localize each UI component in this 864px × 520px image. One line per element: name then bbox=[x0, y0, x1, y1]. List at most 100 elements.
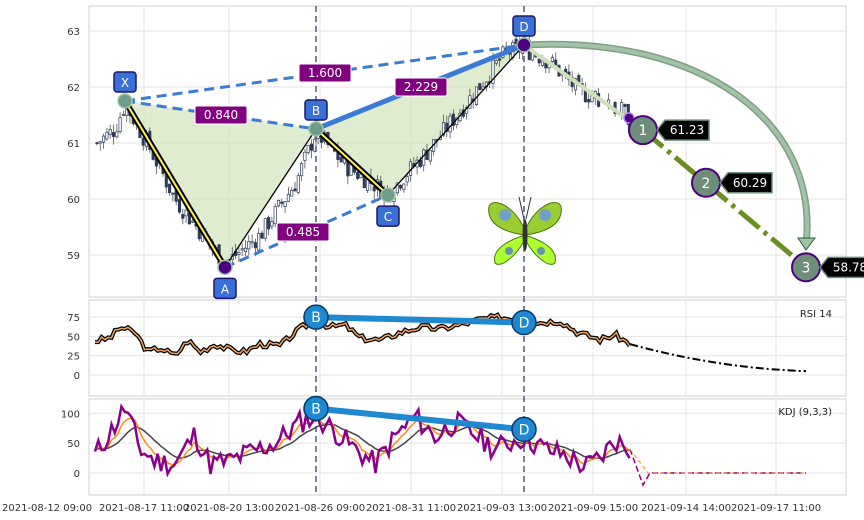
candle-body bbox=[428, 149, 432, 162]
y-tick-label: 63 bbox=[67, 27, 80, 38]
kdj-divergence-label-D: D bbox=[519, 422, 530, 438]
candle-body bbox=[441, 122, 446, 136]
target-value-box-1 bbox=[656, 119, 710, 141]
candle-body bbox=[309, 143, 314, 151]
point-dot-A bbox=[217, 259, 233, 276]
x-tick-labels: 2021-08-12 09:00 2021-08-17 11:002021-08-… bbox=[2, 503, 821, 514]
candle-body bbox=[253, 242, 257, 249]
target-number-3: 3 bbox=[802, 260, 811, 276]
candle-body bbox=[300, 163, 304, 177]
x-tick-label: 2021-08-31 11:00 bbox=[366, 503, 456, 514]
point-label-B: B bbox=[312, 104, 320, 118]
kdj-divergence-line bbox=[315, 405, 525, 433]
candle-body bbox=[115, 131, 119, 138]
candle-body bbox=[445, 122, 449, 132]
candle-body bbox=[405, 176, 409, 183]
candle-body bbox=[118, 117, 122, 132]
projection-arc-fill bbox=[523, 42, 810, 246]
candle-body bbox=[260, 232, 264, 239]
rsi-divergence-marker-D bbox=[511, 309, 537, 336]
candle-body bbox=[478, 83, 482, 91]
candle-body bbox=[313, 138, 317, 152]
candle-body bbox=[296, 175, 300, 193]
candle-body bbox=[237, 251, 241, 255]
candle-body bbox=[448, 115, 452, 133]
candle-body bbox=[111, 132, 116, 137]
candle-body bbox=[494, 60, 498, 64]
candle-body bbox=[273, 206, 277, 225]
projection-arrowhead bbox=[797, 237, 816, 251]
target-value-3: 58.78 bbox=[833, 260, 864, 274]
candle-body bbox=[293, 188, 297, 192]
point-label-box-B bbox=[304, 99, 328, 121]
point-label-box-A bbox=[213, 277, 237, 300]
candle-body bbox=[425, 149, 429, 160]
kdj-projection-j bbox=[629, 448, 806, 487]
ratio-label-box bbox=[194, 105, 248, 125]
y-tick-label: 100 bbox=[61, 409, 80, 420]
candle-body bbox=[184, 209, 188, 217]
candle-body bbox=[306, 145, 310, 154]
y-tick-label: 61 bbox=[67, 139, 80, 150]
kdj-j-line bbox=[93, 403, 631, 478]
ratio-label: 1.600 bbox=[308, 66, 342, 80]
candle-body bbox=[399, 184, 403, 189]
x-tick-label: 2021-08-12 09:00 bbox=[2, 503, 92, 514]
candle-body bbox=[372, 186, 376, 192]
candle-body bbox=[240, 248, 244, 251]
x-tick-label: 2021-09-17 11:00 bbox=[731, 503, 821, 514]
candle-body bbox=[141, 137, 145, 146]
candle-body bbox=[247, 241, 251, 250]
y-tick-label: 0 bbox=[74, 469, 80, 480]
projection-line-1 bbox=[522, 43, 645, 132]
candle-body bbox=[540, 60, 545, 66]
candle-body bbox=[270, 221, 274, 227]
candle-body bbox=[267, 217, 271, 230]
rsi-divergence-label-D: D bbox=[519, 316, 530, 332]
candle-body bbox=[356, 171, 360, 180]
point-dot-C bbox=[380, 187, 396, 203]
candle-body bbox=[303, 151, 307, 161]
candle-body bbox=[276, 199, 281, 207]
candle-body bbox=[395, 182, 399, 194]
projection-line-3 bbox=[641, 128, 808, 270]
ratio-label: 0.485 bbox=[286, 225, 320, 239]
x-tick-label: 2021-08-20 13:00 bbox=[184, 503, 274, 514]
candle-body bbox=[339, 156, 343, 163]
rsi-line bbox=[94, 313, 631, 355]
kdj-k-line bbox=[94, 417, 631, 466]
pivot-vertical-lines bbox=[315, 6, 525, 495]
candle-body bbox=[171, 192, 175, 195]
x-tick-label: 2021-09-14 14:00 bbox=[641, 503, 731, 514]
rsi-projection-line bbox=[629, 343, 807, 373]
candle-body bbox=[550, 57, 554, 62]
point-label-A: A bbox=[221, 282, 230, 296]
kdj-divergence-marker-D bbox=[511, 416, 537, 443]
leg-BC bbox=[315, 128, 389, 196]
candle-body bbox=[177, 199, 182, 213]
target-value-2: 60.29 bbox=[733, 176, 767, 190]
point-label-box-D bbox=[512, 15, 536, 37]
target-number-2: 2 bbox=[702, 176, 711, 192]
leg-XA bbox=[124, 100, 226, 268]
y-tick-label: 50 bbox=[67, 439, 80, 450]
target-value-box-3 bbox=[819, 256, 864, 279]
point-label-D: D bbox=[519, 20, 528, 34]
candle-body bbox=[468, 95, 472, 109]
candle-body bbox=[102, 135, 106, 143]
candle-body bbox=[108, 129, 112, 135]
candle-body bbox=[181, 214, 185, 219]
kdj-divergence-label-B: B bbox=[311, 402, 321, 418]
leg-AB bbox=[224, 128, 317, 268]
candle-body bbox=[121, 113, 125, 116]
candle-body bbox=[257, 232, 261, 251]
candle-body bbox=[290, 190, 294, 197]
x-tick-label: 2021-08-26 09:00 bbox=[275, 503, 365, 514]
y-tick-label: 59 bbox=[67, 251, 80, 262]
point-dot-B bbox=[308, 121, 324, 137]
candle-body bbox=[498, 58, 502, 61]
candle-body bbox=[263, 218, 267, 239]
point-dot-X bbox=[117, 93, 133, 109]
